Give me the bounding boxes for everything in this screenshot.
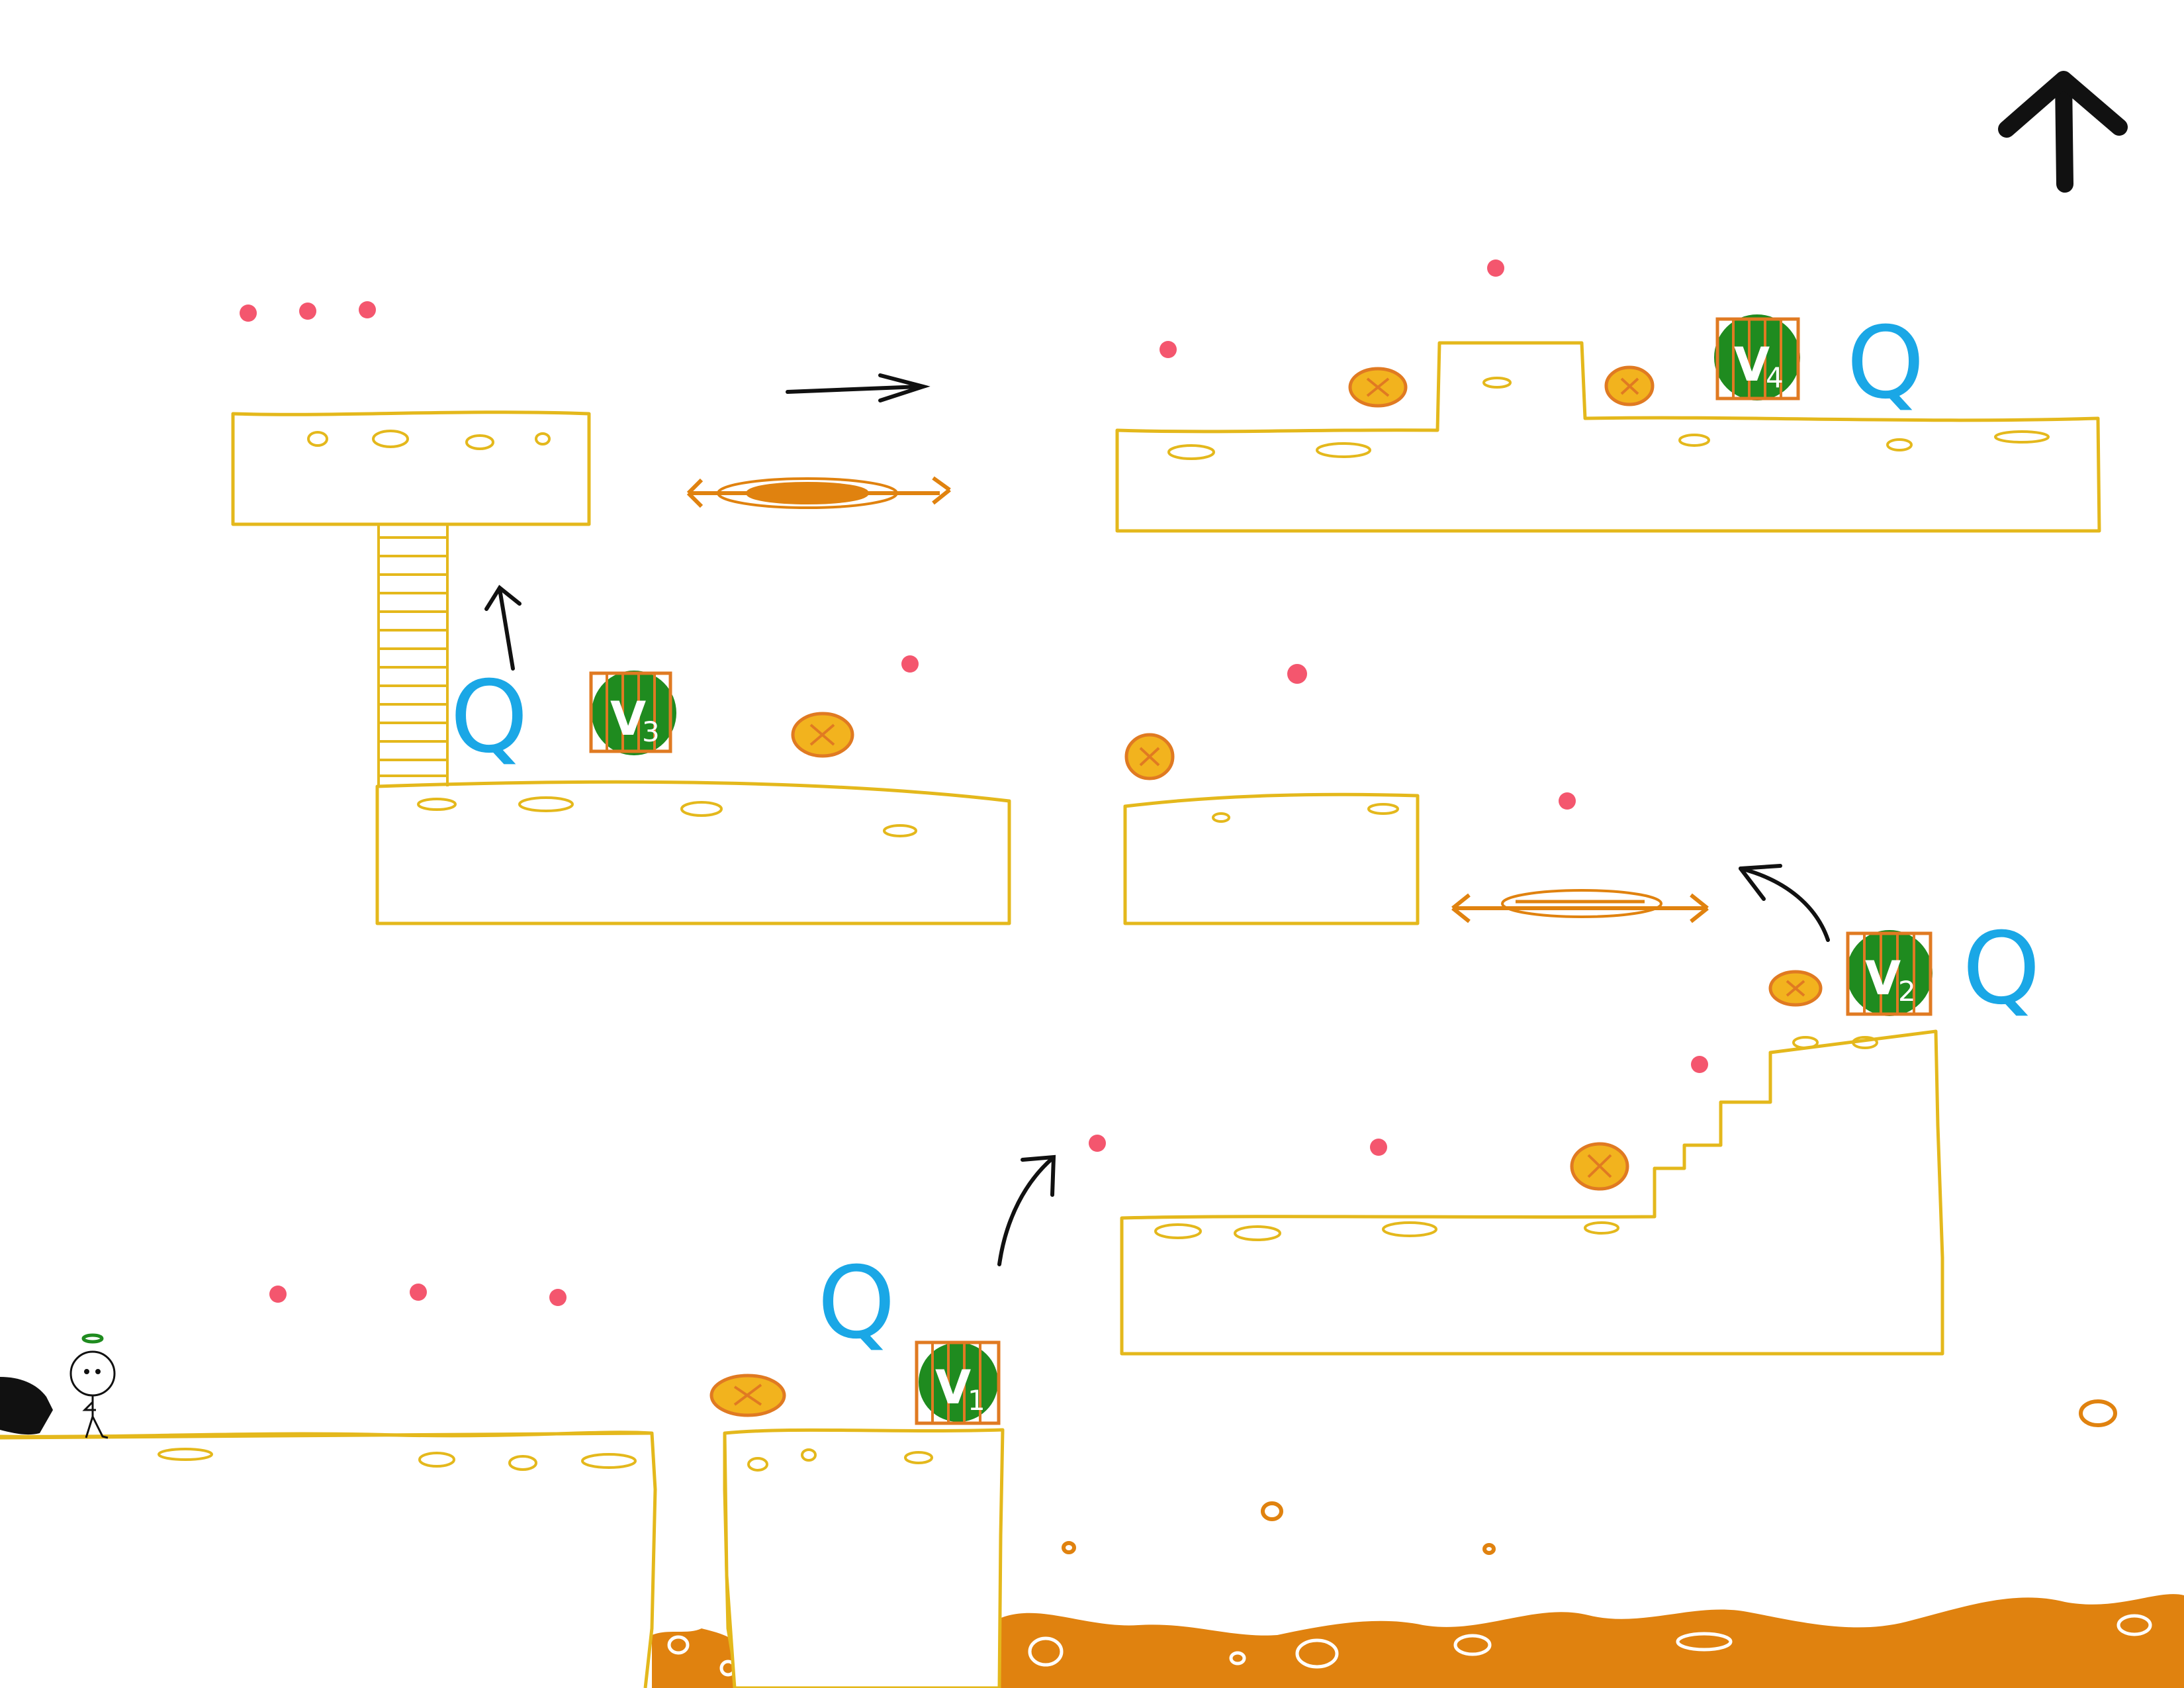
ground-pebble <box>1316 442 1371 458</box>
lava-splash <box>1062 1541 1076 1554</box>
lava-bubble <box>1453 1634 1492 1656</box>
ground-pebble <box>1382 1221 1437 1237</box>
orb[interactable] <box>240 305 257 322</box>
cage-number: 1 <box>968 1384 985 1417</box>
platform-stairs <box>1120 1029 1944 1356</box>
cage-v4[interactable]: V 4 <box>1714 314 1800 400</box>
ground-pebble <box>1234 1225 1281 1241</box>
orb[interactable] <box>549 1289 567 1306</box>
orb[interactable] <box>1691 1056 1708 1073</box>
lava-bubble <box>667 1635 690 1655</box>
lava-splash <box>1482 1543 1496 1555</box>
ground-pebble <box>801 1448 817 1462</box>
platform-middle-right <box>1123 792 1420 925</box>
key-icon[interactable]: Q <box>817 1246 895 1361</box>
ground-pebble <box>747 1457 768 1472</box>
cage-number: 2 <box>1898 975 1916 1008</box>
coin[interactable] <box>1768 970 1823 1007</box>
ground-pebble <box>1212 812 1230 823</box>
key-icon[interactable]: Q <box>1962 912 2040 1027</box>
ground-pebble <box>1584 1221 1619 1235</box>
cage-number: 3 <box>642 716 660 748</box>
ground-pebble <box>465 434 494 450</box>
orb[interactable] <box>1559 792 1576 810</box>
ground-pebble <box>1167 444 1215 460</box>
coin[interactable] <box>1124 733 1175 780</box>
cage-v3[interactable]: V 3 <box>589 671 676 755</box>
player-character[interactable] <box>69 1333 116 1439</box>
ground-pebble <box>1852 1036 1878 1049</box>
cage-label: V <box>1865 951 1901 1006</box>
coin[interactable] <box>1348 367 1408 408</box>
orb[interactable] <box>1160 341 1177 358</box>
arrow-up-right-icon <box>997 1154 1056 1266</box>
ground-pebble <box>372 430 409 448</box>
ground-pebble <box>1154 1223 1202 1239</box>
lava-bubble <box>1028 1636 1064 1667</box>
ground-pebble <box>1994 430 2050 444</box>
key-icon[interactable]: Q <box>1846 306 1925 421</box>
platform-middle-left <box>375 780 1011 925</box>
orb[interactable] <box>1370 1139 1387 1156</box>
ground-start-top <box>0 1431 653 1440</box>
cage-number: 4 <box>1766 361 1784 394</box>
lava-pool-gap <box>652 1628 738 1688</box>
coin[interactable] <box>791 712 854 758</box>
lava-bubble <box>2116 1614 2152 1636</box>
coin[interactable] <box>709 1374 786 1417</box>
ground-pebble <box>1886 438 1913 451</box>
ground-pebble <box>1678 434 1710 447</box>
orb[interactable] <box>1287 664 1307 684</box>
exit-arrow-icon <box>1998 71 2128 193</box>
ladder[interactable] <box>377 523 449 786</box>
cage-label: V <box>610 692 646 746</box>
ground-pebble <box>1482 377 1512 389</box>
ground-pebble <box>158 1448 213 1461</box>
coin[interactable] <box>1570 1142 1629 1191</box>
ground-pebble <box>883 824 917 837</box>
ground-pebble <box>581 1453 637 1469</box>
orb[interactable] <box>299 303 316 320</box>
lava-bubble <box>1676 1632 1733 1652</box>
ground-pebble <box>417 798 457 811</box>
ground-pebble <box>518 796 574 812</box>
ground-pillar <box>723 1428 1005 1688</box>
lava-pool-main <box>999 1594 2184 1688</box>
orb[interactable] <box>269 1286 287 1303</box>
orb[interactable] <box>1089 1135 1106 1152</box>
ground-pebble <box>1792 1036 1819 1049</box>
ground-pebble <box>535 432 551 445</box>
moving-platform-lower <box>1451 889 1709 923</box>
lava-splash <box>1261 1501 1283 1521</box>
cage-label: V <box>935 1360 971 1415</box>
lava-splash <box>2079 1399 2117 1427</box>
cage-v1[interactable]: V 1 <box>915 1340 1001 1425</box>
platform-top-left <box>231 410 591 526</box>
ground-pebble <box>680 801 723 817</box>
ground-pebble <box>508 1455 537 1471</box>
cage-v2[interactable]: V 2 <box>1846 930 1933 1016</box>
arrow-up-icon <box>484 585 522 671</box>
orb[interactable] <box>410 1284 427 1301</box>
start-arrow-icon <box>0 1377 53 1435</box>
platform-top-right <box>1115 341 2101 533</box>
key-icon[interactable]: Q <box>450 660 528 775</box>
cage-label: V <box>1734 338 1770 392</box>
lava-bubble <box>1229 1651 1246 1665</box>
ground-pebble <box>418 1452 455 1468</box>
ground-pebble <box>307 431 328 447</box>
moving-platform-upper <box>686 476 951 509</box>
ground-pebble <box>904 1451 933 1464</box>
orb[interactable] <box>901 655 919 673</box>
ground-pebble <box>1367 803 1399 815</box>
arrow-up-left-icon <box>1739 864 1830 942</box>
orb[interactable] <box>1487 259 1504 277</box>
orb[interactable] <box>359 301 376 318</box>
coin[interactable] <box>1604 365 1655 406</box>
ground-start <box>0 1430 740 1688</box>
arrow-right-icon <box>786 373 931 402</box>
lava-bubble <box>1295 1638 1339 1669</box>
